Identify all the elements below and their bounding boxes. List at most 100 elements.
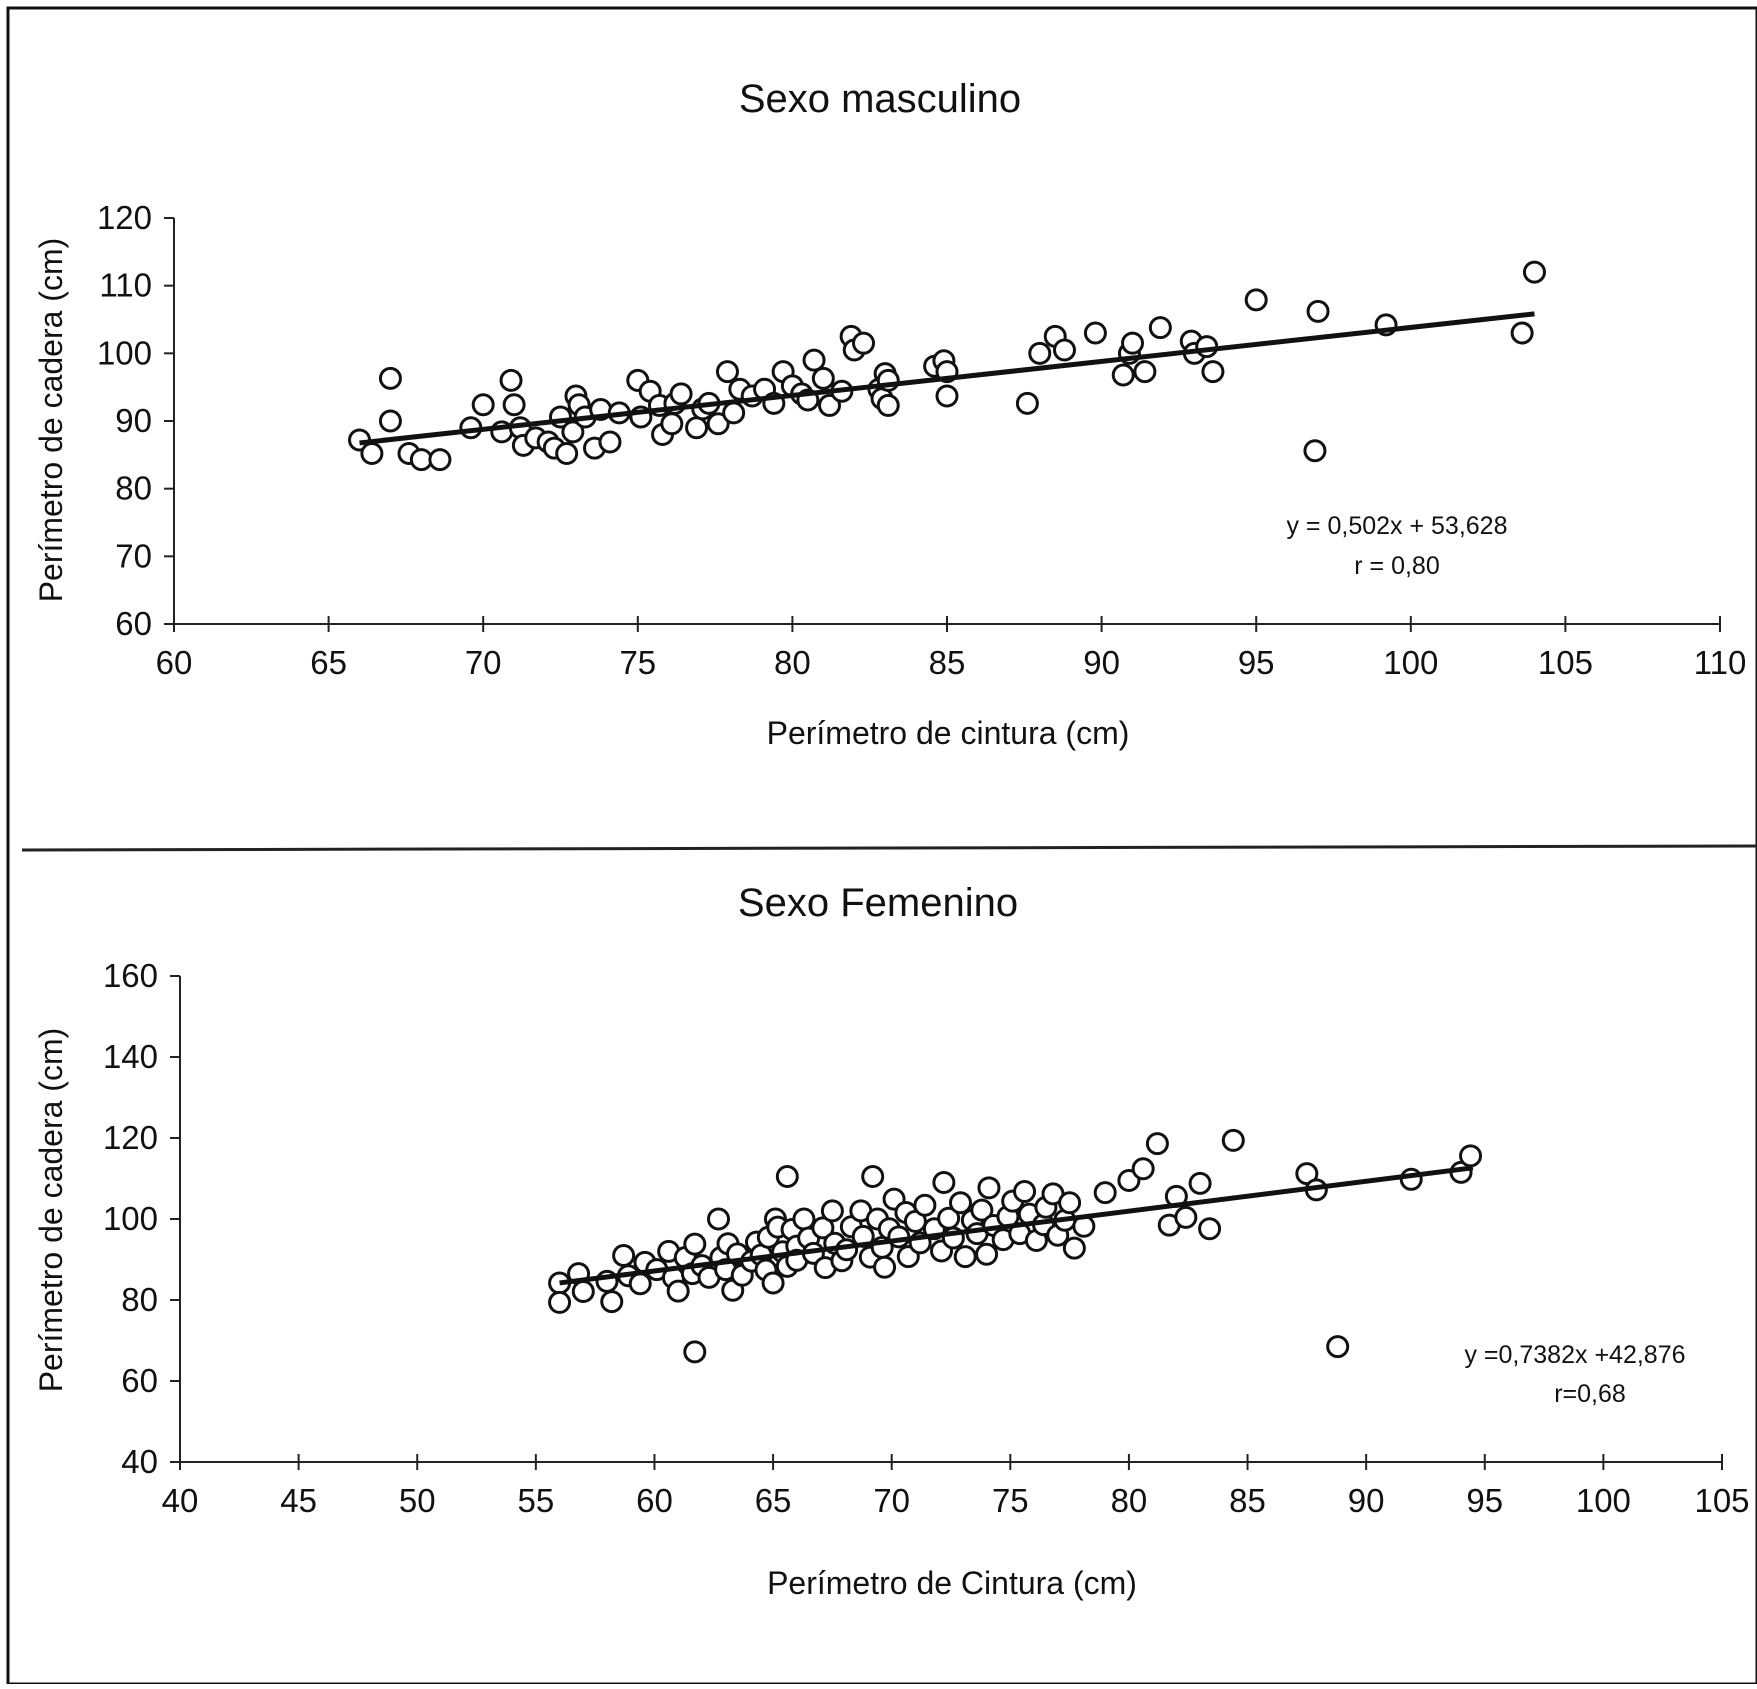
data-point [861, 1164, 885, 1188]
data-point [1510, 321, 1534, 345]
data-point [802, 348, 826, 372]
data-point [1131, 1157, 1155, 1181]
data-point [1121, 331, 1145, 355]
data-point [818, 393, 842, 417]
data-point [1083, 321, 1107, 345]
data-point [598, 430, 622, 454]
data-point [1459, 1144, 1483, 1168]
data-point [1028, 341, 1052, 365]
data-point [1188, 1171, 1212, 1195]
y-tick-label: 160 [103, 957, 158, 994]
data-point [1013, 1179, 1037, 1203]
data-point [378, 409, 402, 433]
x-tick-label: 95 [1466, 1482, 1503, 1519]
y-axis-title: Perímetro de cadera (cm) [33, 1028, 69, 1393]
y-tick-label: 100 [97, 334, 152, 371]
data-point [1303, 439, 1327, 463]
data-point [1133, 360, 1157, 384]
chart-male: Sexo masculino Perímetro de cintura (cm)… [33, 77, 1746, 751]
data-point [1201, 360, 1225, 384]
data-point [660, 412, 684, 436]
x-tick-label: 105 [1538, 644, 1593, 681]
data-point [761, 1271, 785, 1295]
data-point [548, 1290, 572, 1314]
data-point [811, 1216, 835, 1240]
data-point [628, 1272, 652, 1296]
data-point [428, 448, 452, 472]
data-point [1148, 316, 1172, 340]
x-tick-label: 70 [873, 1482, 910, 1519]
data-point [502, 393, 526, 417]
data-point [873, 1255, 897, 1279]
y-axis-title: Perímetro de cadera (cm) [33, 238, 69, 603]
x-tick-label: 55 [517, 1482, 554, 1519]
x-tick-label: 75 [619, 644, 656, 681]
scatter-points [548, 1128, 1483, 1364]
data-point [792, 1207, 816, 1231]
y-tick-label: 120 [97, 199, 152, 236]
data-point [820, 1199, 844, 1223]
x-tick-label: 75 [992, 1482, 1029, 1519]
data-point [811, 366, 835, 390]
data-point [715, 360, 739, 384]
data-point [1522, 260, 1546, 284]
y-tick-label: 120 [103, 1119, 158, 1156]
regression-equation: y =0,7382x +42,876 [1464, 1341, 1685, 1369]
x-tick-label: 50 [399, 1482, 436, 1519]
data-point [612, 1243, 636, 1267]
data-point [666, 1279, 690, 1303]
data-point [852, 331, 876, 355]
x-tick-label: 70 [465, 644, 502, 681]
data-point [685, 416, 709, 440]
x-tick-label: 100 [1576, 1482, 1631, 1519]
x-tick-label: 85 [1229, 1482, 1266, 1519]
x-tick-label: 65 [310, 644, 347, 681]
axes: 40 45 50 55 60 65 70 75 80 85 90 95 100 105 40 60 80 100 1… [103, 957, 1750, 1519]
data-point [378, 366, 402, 390]
data-point [975, 1242, 999, 1266]
data-point [471, 393, 495, 417]
y-tick-label: 110 [99, 267, 152, 304]
y-tick-label: 90 [115, 402, 152, 439]
data-point [683, 1340, 707, 1364]
data-point [1326, 1335, 1350, 1359]
data-point [1052, 338, 1076, 362]
data-point [948, 1191, 972, 1215]
x-tick-label: 90 [1348, 1482, 1385, 1519]
data-point [555, 441, 579, 465]
data-point [1244, 288, 1268, 312]
data-point [775, 1164, 799, 1188]
chart-title: Sexo masculino [739, 77, 1021, 121]
x-tick-label: 90 [1083, 644, 1120, 681]
y-tick-label: 100 [103, 1200, 158, 1237]
y-tick-label: 80 [121, 1281, 158, 1318]
data-point [1174, 1205, 1198, 1229]
panel-divider [21, 844, 1757, 852]
y-tick-label: 60 [115, 605, 152, 642]
data-point [1062, 1236, 1086, 1260]
data-point [1198, 1217, 1222, 1241]
x-tick-label: 80 [1111, 1482, 1148, 1519]
data-point [360, 441, 384, 465]
correlation-coefficient: r = 0,80 [1354, 552, 1439, 580]
y-tick-label: 80 [115, 470, 152, 507]
y-tick-label: 140 [103, 1038, 158, 1075]
y-tick-label: 60 [121, 1362, 158, 1399]
data-point [571, 1279, 595, 1303]
x-tick-label: 100 [1383, 644, 1438, 681]
data-point [913, 1193, 937, 1217]
data-point [706, 412, 730, 436]
data-point [876, 393, 900, 417]
trend-line [359, 311, 1535, 446]
data-point [1221, 1128, 1245, 1152]
data-point [935, 384, 959, 408]
x-tick-label: 60 [156, 644, 193, 681]
data-point [932, 1171, 956, 1195]
data-point [600, 1290, 624, 1314]
x-axis-title: Perímetro de cintura (cm) [767, 715, 1130, 751]
data-point [970, 1198, 994, 1222]
data-point [1015, 391, 1039, 415]
axes: 60 65 70 75 80 85 90 95 100 105 110 60 70 80 90 100 110 1… [97, 199, 1746, 681]
